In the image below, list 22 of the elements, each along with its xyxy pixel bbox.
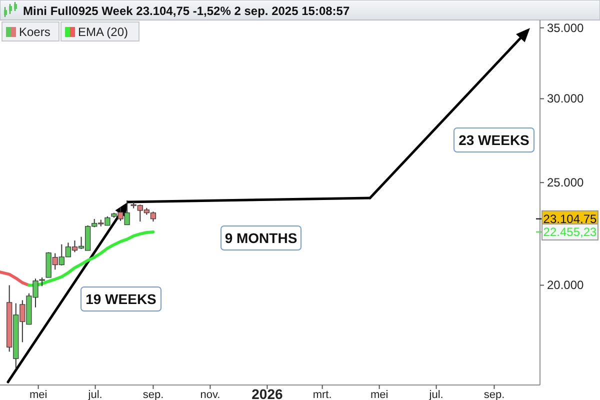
x-tick-label: sep.	[484, 389, 505, 400]
x-tick-label: jul.	[87, 389, 102, 400]
text: 22.455,23	[543, 224, 598, 239]
text: 23.104,75	[543, 212, 597, 226]
chart-title: Mini Full0925 Week 23.104,75 -1,52% 2 sep. 2025 15:08:57	[23, 4, 350, 18]
y-tick-label: 30.000	[547, 92, 584, 106]
annotation: 19 WEEKS	[86, 291, 156, 307]
annotation: 23 WEEKS	[458, 132, 530, 148]
x-tick-label: mei	[370, 389, 388, 400]
y-tick-label: 20.000	[547, 278, 584, 292]
x-tick-label: mei	[29, 389, 48, 400]
x-tick-label: 2026	[252, 386, 283, 400]
x-tick-label: jul.	[428, 389, 444, 400]
line-series	[0, 270, 30, 287]
x-tick-label: nov.	[200, 389, 220, 400]
y-tick-label: 35.000	[547, 20, 584, 35]
x-tick-label: sep.	[142, 389, 164, 400]
legend-label: EMA (20)	[78, 25, 128, 39]
x-tick-label: mrt.	[312, 389, 332, 400]
legend-label: Koers	[19, 25, 50, 39]
y-tick-label: 25.000	[547, 176, 584, 190]
annotation: 9 MONTHS	[224, 230, 298, 246]
